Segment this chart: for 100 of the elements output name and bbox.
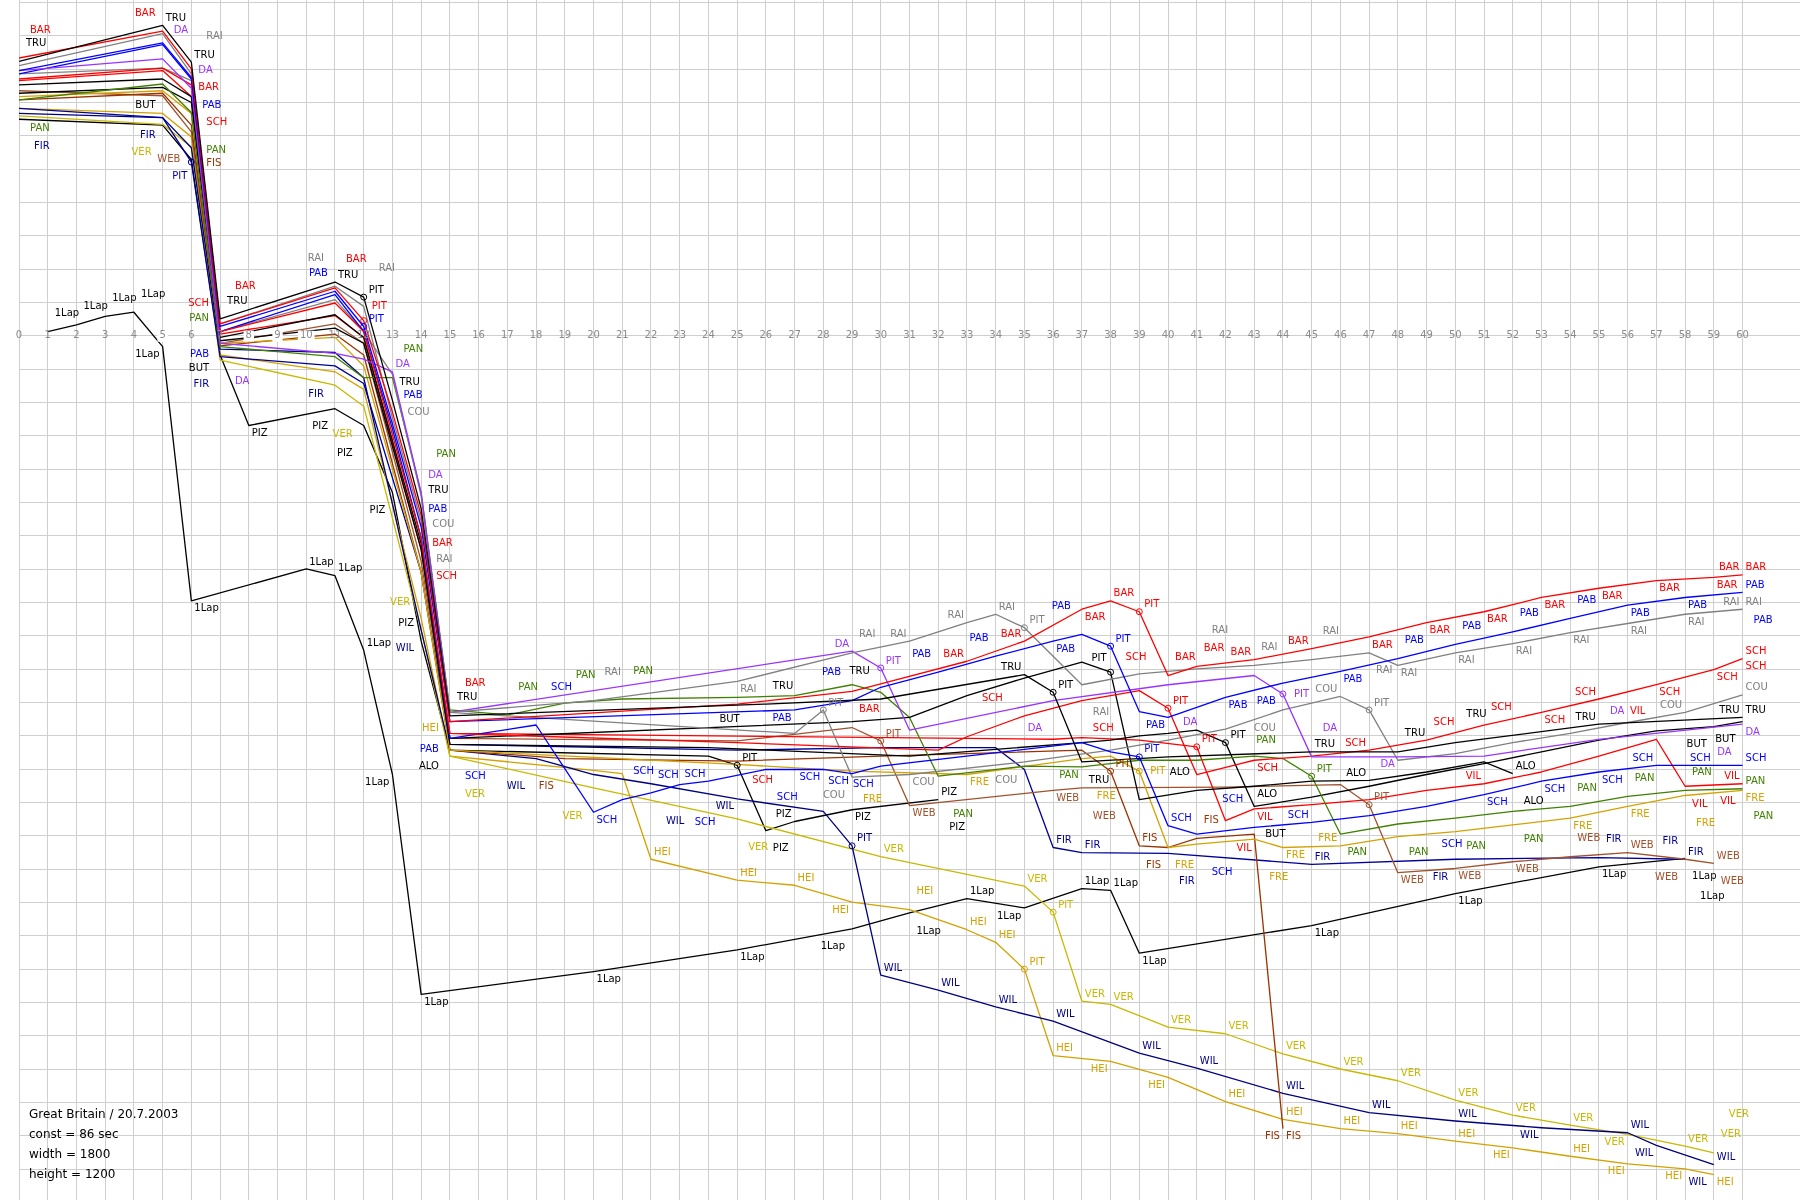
text: HEI <box>1400 1120 1418 1132</box>
text: PAB <box>1745 579 1765 591</box>
series-label: SCH <box>799 771 821 783</box>
annotation: PIT <box>1144 743 1161 755</box>
text: PAN <box>1466 839 1487 851</box>
text: COU <box>912 776 935 788</box>
series-label: 1Lap <box>1601 868 1627 880</box>
x-tick-label: 14 <box>414 329 428 341</box>
text: PAN <box>403 343 424 355</box>
series-label: PIZ <box>855 811 872 823</box>
text: FIR <box>1662 834 1679 846</box>
text: WEB <box>1092 809 1116 821</box>
text: PAN <box>575 668 596 680</box>
text: SCH <box>1491 700 1512 712</box>
x-tick-label: 38 <box>1104 329 1117 341</box>
text: 1Lap <box>740 951 765 963</box>
x-tick-label: 12 <box>357 329 371 341</box>
text: FIR <box>1432 870 1449 882</box>
text: DA <box>1609 704 1625 716</box>
text: DA <box>235 374 250 386</box>
text: BAR <box>1372 638 1393 650</box>
text: BUT <box>719 713 740 725</box>
text: SCH <box>1601 773 1623 785</box>
text: SCH <box>694 816 716 828</box>
text: 1Lap <box>337 562 363 574</box>
x-tick-label: 30 <box>874 329 888 341</box>
text: TRU <box>26 36 47 48</box>
x-tick-label: 0 <box>15 329 23 341</box>
text: WEB <box>1720 875 1744 887</box>
text: VER <box>332 427 353 439</box>
text: BAR <box>1230 646 1252 658</box>
text: SCH <box>1092 722 1114 734</box>
text: SCH <box>1716 671 1738 683</box>
text: WEB <box>1458 870 1482 882</box>
text: TRU <box>1745 704 1766 716</box>
text: SCH <box>1544 714 1566 726</box>
text: TRU <box>1719 704 1740 716</box>
text: ALO <box>1523 795 1544 807</box>
text: PAN <box>1577 781 1597 793</box>
text: BAR <box>1084 610 1106 622</box>
annotation: PIT <box>828 696 845 708</box>
annotation: PIT <box>1316 762 1333 774</box>
text: PAN <box>1256 734 1276 746</box>
x-tick-label: 9 <box>274 329 281 341</box>
text: SCH <box>464 770 486 782</box>
text: SCH <box>1441 837 1463 849</box>
text: PIZ <box>312 420 328 432</box>
text: FIR <box>193 378 210 390</box>
text: FIR <box>34 139 50 151</box>
annotation: PIT <box>1058 678 1075 690</box>
text: PAB <box>189 348 210 360</box>
text: RAI <box>1688 615 1705 627</box>
text: BUT <box>1686 738 1707 750</box>
text: BAR <box>1718 561 1740 573</box>
text: 1Lap <box>820 940 846 952</box>
text: WEB <box>1655 870 1679 882</box>
series-label: COU <box>1253 721 1276 733</box>
text: SCH <box>206 116 228 128</box>
text: PIZ <box>251 427 268 439</box>
text: TRU <box>1575 710 1596 722</box>
text: SCH <box>752 774 773 786</box>
text: WEB <box>912 807 936 819</box>
text: VER <box>1458 1086 1479 1098</box>
x-tick-label: 7 <box>216 329 224 341</box>
text: DA <box>1322 722 1338 734</box>
text: PAB <box>1145 719 1166 731</box>
text: PAN <box>633 664 653 676</box>
text: SCH <box>436 569 458 581</box>
text: SCH <box>1689 751 1711 763</box>
x-tick-label: 20 <box>587 329 600 341</box>
text: HEI <box>1285 1105 1303 1117</box>
text: FRE <box>1096 790 1116 802</box>
text: WEB <box>1056 792 1080 804</box>
text: BAR <box>859 703 880 715</box>
annotation: PIT <box>857 832 874 844</box>
text: 1Lap <box>916 924 941 936</box>
text: PIZ <box>941 786 958 798</box>
text: VER <box>883 843 904 855</box>
text: FIS <box>1203 813 1219 825</box>
text: 1Lap <box>1700 890 1725 901</box>
text: RAI <box>206 29 223 41</box>
text: SCH <box>981 692 1003 704</box>
text: VIL <box>1720 795 1736 807</box>
text: WIL <box>1199 1054 1219 1066</box>
x-tick-label: 31 <box>903 329 916 341</box>
text: 1Lap <box>194 602 219 614</box>
x-tick-label: 53 <box>1535 329 1548 341</box>
text: TRU <box>399 375 420 387</box>
text: SCH <box>1632 751 1654 763</box>
series-label: WIL <box>1520 1129 1539 1141</box>
text: HEI <box>1148 1078 1166 1090</box>
text: TRU <box>1466 708 1487 720</box>
text: BAR <box>1429 624 1451 636</box>
text: WIL <box>715 800 735 812</box>
text: RAI <box>1573 634 1590 646</box>
text: PAN <box>189 312 210 324</box>
text: SCH <box>1487 796 1508 808</box>
text: TRU <box>456 691 478 703</box>
text: BUT <box>188 362 210 374</box>
x-tick-label: 37 <box>1075 329 1089 341</box>
